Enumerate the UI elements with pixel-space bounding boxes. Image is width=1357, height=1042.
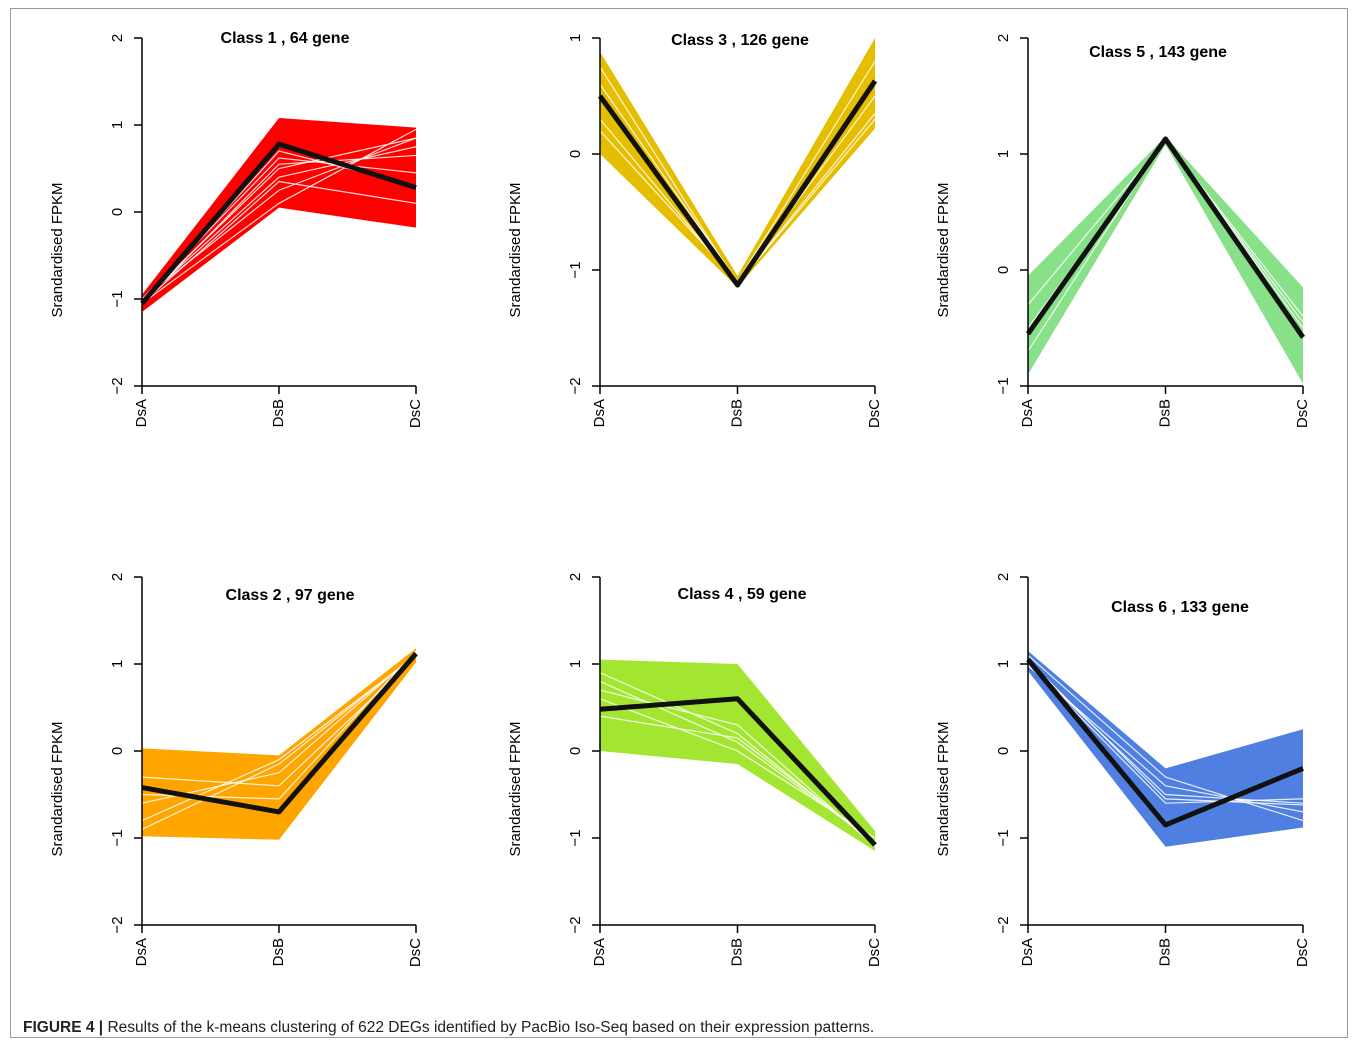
mean-line [1026,658,1304,828]
y-tick-label: 1 [995,660,1012,668]
y-tick-label: 0 [567,150,584,158]
y-tick-label: 2 [109,34,126,42]
y-tick-label: 2 [109,573,126,581]
y-tick-label: 0 [109,208,126,216]
gene-line [599,715,876,843]
cluster-band [600,659,875,852]
x-tick-label: DsB [270,938,287,966]
y-axis-label: Srandardised FPKM [49,721,66,856]
y-tick-label: 1 [567,34,584,42]
y-tick-label: 0 [109,747,126,755]
chart-title: Class 1 , 64 gene [221,30,350,47]
y-tick-label: 0 [995,266,1012,274]
chart-title: Class 3 , 126 gene [671,32,809,49]
y-tick-label: −2 [109,377,126,394]
y-tick-label: −2 [567,377,584,394]
y-tick-label: −1 [109,290,126,307]
y-tick-label: 1 [567,660,584,668]
caption-text: Results of the k-means clustering of 622… [103,1019,875,1036]
gene-line [141,654,417,830]
x-tick-label: DsA [133,938,150,966]
gene-line [141,146,417,302]
x-tick-label: DsA [133,399,150,427]
x-tick-label: DsB [270,399,287,427]
gene-line [141,137,417,302]
gene-line [141,654,417,822]
y-tick-label: 0 [995,747,1012,755]
y-tick-label: −1 [109,829,126,846]
gene-line [141,128,417,304]
y-tick-label: 1 [109,121,126,129]
y-tick-label: −2 [109,916,126,933]
y-axis-label: Srandardised FPKM [49,182,66,317]
chart-panel-4: −2 −1 0 1 2 DsA DsB DsC Srandardised FPKM Class 2… [49,573,424,967]
y-tick-label: 2 [995,573,1012,581]
gene-line [599,698,876,839]
gene-line [1027,665,1304,813]
chart-panel-5: −2 −1 0 1 2 DsA DsB DsC Srandardised FPKM Class 4… [507,573,883,967]
gene-line [141,180,417,304]
x-tick-label: DsA [1019,938,1036,966]
y-axis-label: Srandardised FPKM [935,721,952,856]
x-tick-label: DsC [1294,938,1311,967]
x-tick-label: DsA [591,938,608,966]
y-tick-label: −1 [567,829,584,846]
x-tick-label: DsB [1156,399,1173,427]
y-tick-label: 1 [109,660,126,668]
x-tick-label: DsC [866,399,883,428]
y-tick-label: 1 [995,150,1012,158]
cluster-band [600,38,875,288]
x-tick-label: DsB [1156,938,1173,966]
chart-title: Class 2 , 97 gene [226,587,355,604]
y-tick-label: −1 [567,261,584,278]
chart-panel-3: −1 0 1 2 DsA DsB DsC Srandardised FPKM Class 5 ,… [935,34,1311,428]
x-tick-label: DsB [728,938,745,966]
y-axis-label: Srandardised FPKM [935,182,952,317]
figure-frame [10,8,1348,1038]
gene-line [1027,663,1304,804]
mean-line [140,141,417,305]
figure-caption: FIGURE 4 | Results of the k-means cluste… [23,1019,874,1037]
y-tick-label: −2 [995,916,1012,933]
chart-panel-1: −2 −1 0 1 2 DsA DsB DsC Srandardised FPKM Class 1… [49,30,424,428]
gene-line [141,653,417,804]
x-tick-label: DsB [728,399,745,427]
y-tick-label: −1 [995,829,1012,846]
chart-title: Class 6 , 133 gene [1111,599,1249,616]
y-tick-label: 2 [567,573,584,581]
cluster-band [1028,136,1303,384]
x-tick-label: DsC [407,399,424,428]
x-tick-label: DsC [866,938,883,967]
mean-line [597,79,878,288]
mean-line [141,651,418,815]
mean-line [599,696,877,847]
x-tick-label: DsC [1294,399,1311,428]
chart-title: Class 4 , 59 gene [678,586,807,603]
cluster-band [1028,650,1303,847]
caption-label: FIGURE 4 | [23,1019,104,1036]
gene-line [1027,654,1304,822]
x-tick-label: DsA [1019,399,1036,427]
y-axis-label: Srandardised FPKM [507,721,524,856]
y-axis-label: Srandardised FPKM [507,182,524,317]
x-tick-label: DsC [407,938,424,967]
y-tick-label: 0 [567,747,584,755]
chart-panel-6: −2 −1 0 1 2 DsA DsB DsC Srandardised FPKM Class 6… [935,573,1311,967]
chart-title: Class 5 , 143 gene [1089,44,1227,61]
cluster-band [142,648,416,840]
gene-line [599,689,876,848]
mean-line [1025,136,1306,339]
y-tick-label: −2 [567,916,584,933]
x-tick-label: DsA [591,399,608,427]
y-tick-label: −1 [995,377,1012,394]
y-tick-label: 2 [995,34,1012,42]
chart-panel-2: −2 −1 0 1 DsA DsB DsC Srandardised FPKM Class 3 … [507,32,883,428]
